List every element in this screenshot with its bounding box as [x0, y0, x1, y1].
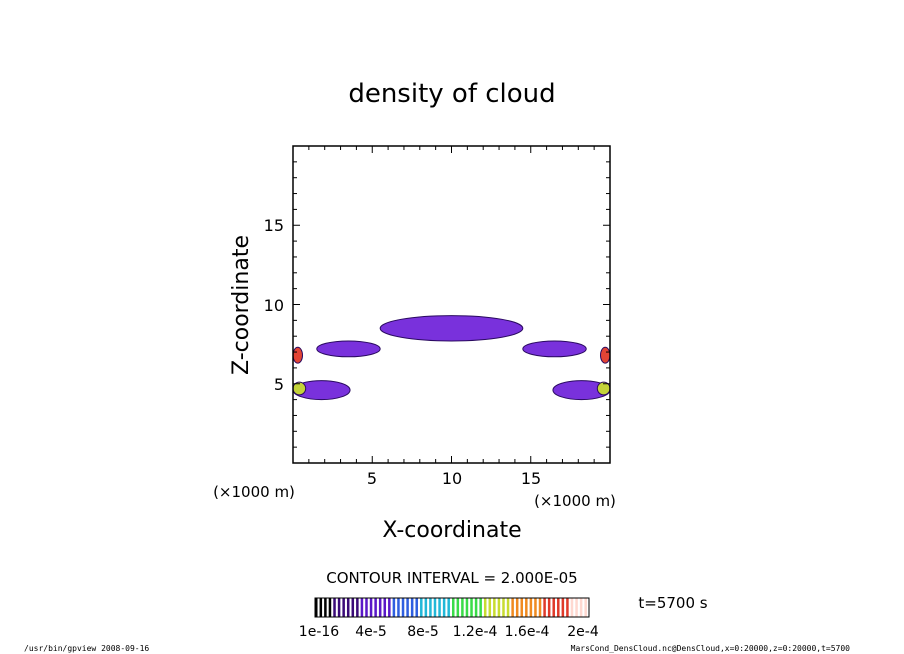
colorbar-segment	[488, 598, 492, 617]
colorbar-label: 8e-5	[407, 624, 438, 640]
colorbar-segment	[337, 598, 341, 617]
colorbar-segment	[483, 598, 487, 617]
colorbar-segment	[497, 598, 501, 617]
y-tick-label: 10	[264, 296, 284, 315]
colorbar-segment	[561, 598, 565, 617]
colorbar-segment	[511, 598, 514, 617]
colorbar-segment	[470, 598, 473, 617]
colorbar-segment	[442, 598, 446, 617]
footer-right: MarsCond_DensCloud.nc@DensCloud,x=0:2000…	[571, 644, 851, 653]
colorbar-segment	[378, 598, 382, 617]
colorbar-segment	[406, 598, 409, 617]
colorbar-segment	[374, 598, 377, 617]
colorbar-label: 1.2e-4	[453, 624, 498, 640]
colorbar-frame	[314, 597, 590, 618]
cloud-region	[599, 346, 611, 364]
colorbar-segment	[465, 598, 469, 617]
colorbar-segment	[351, 598, 355, 617]
colorbar-segment	[543, 598, 546, 617]
x-tick-label: 15	[521, 469, 541, 488]
colorbar-segment	[360, 598, 364, 617]
colorbar-segment	[575, 598, 578, 617]
colorbar-segment	[429, 598, 432, 617]
colorbar-segment	[365, 598, 368, 617]
colorbar-segment	[315, 598, 318, 617]
colorbar-label: 4e-5	[355, 624, 386, 640]
colorbar-segment	[520, 598, 524, 617]
colorbar-segment	[383, 598, 387, 617]
colorbar-label: 1.6e-4	[505, 624, 550, 640]
z-unit-label: (×1000 m)	[213, 483, 295, 501]
colorbar-segment	[438, 598, 441, 617]
y-tick-label: 5	[274, 375, 284, 394]
colorbar-segment	[479, 598, 482, 617]
plot-frame	[292, 145, 611, 464]
y-axis-label: Z-coordinate	[229, 235, 254, 375]
plot-area	[292, 145, 611, 464]
x-axis-label: X-coordinate	[382, 518, 521, 543]
colorbar-segment	[424, 598, 428, 617]
chart-title: density of cloud	[348, 79, 555, 109]
colorbar-segment	[447, 598, 450, 617]
axis-ticks	[293, 146, 610, 463]
colorbar-segment	[547, 598, 551, 617]
cloud-regions	[292, 315, 611, 401]
colorbar-segment	[369, 598, 373, 617]
contour-interval-label: CONTOUR INTERVAL = 2.000E-05	[326, 569, 577, 587]
colorbar-label: 1e-16	[299, 624, 339, 640]
colorbar-segment	[324, 598, 327, 617]
colorbar-segment	[456, 598, 460, 617]
colorbar-segment	[410, 598, 414, 617]
colorbar-segment	[328, 598, 332, 617]
cloud-region	[379, 315, 524, 342]
colorbar-segment	[506, 598, 510, 617]
colorbar-segment	[515, 598, 519, 617]
colorbar-label: 2e-4	[567, 624, 599, 640]
colorbar-segment	[433, 598, 437, 617]
colorbar-segment	[566, 598, 569, 617]
x-tick-label: 5	[367, 469, 377, 488]
footer-left: /usr/bin/gpview 2008-09-16	[24, 644, 149, 653]
colorbar-segment	[570, 598, 574, 617]
colorbar-segment	[346, 598, 350, 617]
colorbar-segment	[420, 598, 423, 617]
colorbar-segment	[538, 598, 542, 617]
colorbar-segment	[356, 598, 359, 617]
colorbar-segment	[415, 598, 418, 617]
colorbar-segment	[319, 598, 323, 617]
colorbar-segment	[452, 598, 455, 617]
cloud-region	[316, 340, 381, 358]
cloud-region	[292, 346, 304, 364]
colorbar-segment	[474, 598, 478, 617]
cloud-region	[522, 340, 587, 358]
time-label: t=5700 s	[638, 594, 707, 612]
colorbar	[315, 598, 587, 617]
colorbar-segment	[557, 598, 560, 617]
colorbar-segment	[392, 598, 396, 617]
colorbar-segment	[552, 598, 555, 617]
colorbar-segment	[525, 598, 528, 617]
x-tick-label: 10	[442, 469, 462, 488]
colorbar-segment	[401, 598, 405, 617]
colorbar-segment	[529, 598, 533, 617]
colorbar-segment	[534, 598, 537, 617]
y-tick-label: 15	[264, 216, 284, 235]
colorbar-segment	[342, 598, 345, 617]
colorbar-segment	[493, 598, 496, 617]
colorbar-segment	[461, 598, 464, 617]
colorbar-segment	[502, 598, 505, 617]
colorbar-segment	[333, 598, 336, 617]
colorbar-segment	[397, 598, 400, 617]
x-unit-label: (×1000 m)	[534, 492, 616, 510]
colorbar-segment	[584, 598, 587, 617]
colorbar-segment	[388, 598, 391, 617]
colorbar-segment	[579, 598, 583, 617]
